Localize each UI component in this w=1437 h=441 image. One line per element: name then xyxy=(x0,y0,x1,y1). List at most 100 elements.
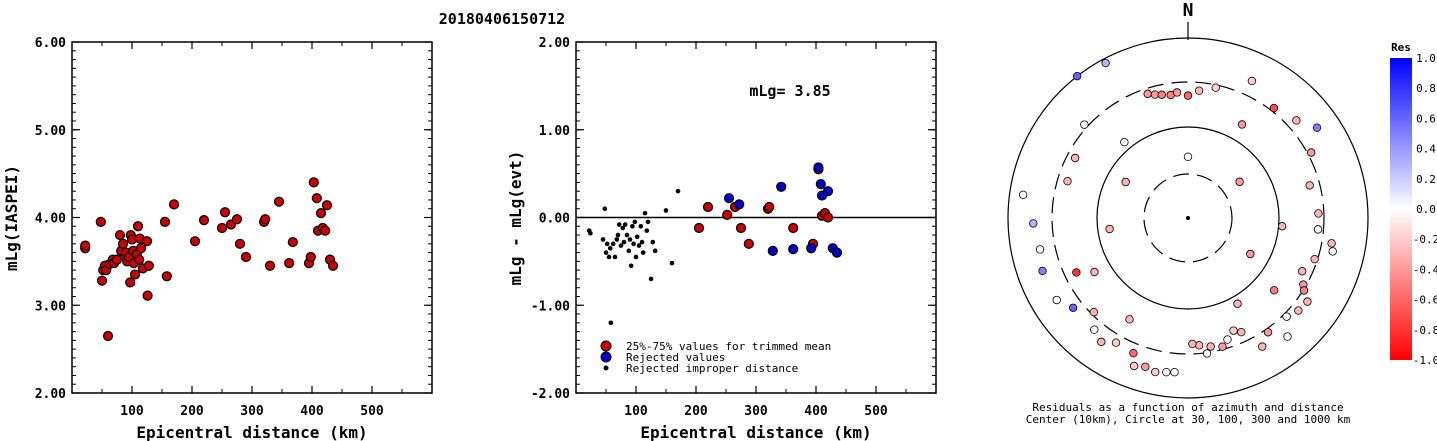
station-residual-point xyxy=(1090,325,1099,334)
station-residual-point xyxy=(1194,86,1204,95)
y-tick-label: 0.00 xyxy=(539,212,570,227)
data-point xyxy=(135,243,147,254)
y-tick-label: -2.00 xyxy=(531,387,570,402)
data-point xyxy=(132,221,144,232)
station-residual-point xyxy=(1105,224,1114,234)
station-residual-point xyxy=(1294,306,1303,315)
x-axis-label: Epicentral distance (km) xyxy=(640,423,871,441)
station-residual-point xyxy=(1312,123,1322,132)
station-residual-point xyxy=(1305,181,1314,190)
trimmed-mean-point xyxy=(693,222,705,234)
colorbar: Res 1.0 0.8 0.6 0.4 0.2 0.0 -0.2 -0.4 -0.6 -0.8 -1… xyxy=(1390,41,1437,367)
rejected-distance-point xyxy=(642,210,648,216)
rejected-distance-point xyxy=(650,239,656,245)
caption: Residuals as a function of azimuth and d… xyxy=(1032,401,1343,414)
y-tick-label: 2.00 xyxy=(35,387,66,402)
data-point xyxy=(143,260,154,271)
ring-1000km xyxy=(1007,37,1369,399)
colorbar-tick-label: 0.2 xyxy=(1416,173,1436,186)
station-residual-point xyxy=(1283,332,1292,341)
data-point xyxy=(216,222,228,234)
colorbar-tick-label: -1.0 xyxy=(1413,354,1437,367)
station-residual-point xyxy=(1151,367,1160,377)
rejected-distance-point xyxy=(663,208,669,213)
legend-marker xyxy=(603,365,609,371)
x-tick-label: 500 xyxy=(360,404,384,419)
station-residual-point xyxy=(1269,103,1279,113)
station-residual-point xyxy=(1223,335,1232,344)
station-residual-point xyxy=(1068,303,1078,312)
colorbar-tick-label: -0.4 xyxy=(1413,263,1437,276)
y-axis-label: mLg - mLg(evt) xyxy=(506,151,525,286)
data-point xyxy=(234,238,246,249)
y-axis-label: mLg(IASPEI) xyxy=(2,165,21,271)
station-residual-point xyxy=(1129,348,1138,358)
data-point xyxy=(264,260,276,271)
data-point xyxy=(260,214,271,225)
caption-2: Center (10km), Circle at 30, 100, 300 an… xyxy=(1026,413,1351,426)
data-point xyxy=(273,196,285,207)
rejected-distance-point xyxy=(634,234,640,240)
data-point xyxy=(327,260,339,271)
colorbar-gradient xyxy=(1390,58,1412,360)
rejected-distance-point xyxy=(622,222,628,227)
ring-30km xyxy=(1143,173,1233,263)
x-tick-label: 400 xyxy=(300,404,324,419)
colorbar-tick-label: 0.4 xyxy=(1416,143,1436,156)
colorbar-tick-label: -0.6 xyxy=(1413,294,1437,307)
trimmed-mean-point xyxy=(743,238,754,249)
rejected-distance-point xyxy=(626,248,632,254)
y-tick-label: 2.00 xyxy=(539,36,570,51)
rejected-distance-point xyxy=(608,320,614,326)
data-point xyxy=(219,207,231,218)
colorbar-tick-label: 0.8 xyxy=(1416,82,1436,95)
y-tick-label: 4.00 xyxy=(35,212,66,227)
rejected-point xyxy=(815,179,826,190)
station-residual-point xyxy=(1202,349,1212,358)
colorbar-tick-label: 0.6 xyxy=(1416,112,1436,125)
data-point xyxy=(287,236,298,248)
data-point xyxy=(129,269,141,280)
rejected-distance-point xyxy=(588,230,593,236)
data-point xyxy=(189,236,201,247)
rejected-distance-point xyxy=(633,254,639,260)
rejected-distance-point xyxy=(620,225,626,231)
station-residual-point xyxy=(1237,327,1246,337)
data-point xyxy=(321,200,333,211)
station-residual-point xyxy=(1310,254,1319,264)
rejected-point xyxy=(767,245,778,256)
colorbar-tick-label: -0.8 xyxy=(1413,324,1437,337)
ring-100km xyxy=(1096,126,1280,310)
rejected-distance-point xyxy=(624,232,630,238)
figure-title: 20180406150712 xyxy=(439,10,565,28)
station-residual-point xyxy=(1233,299,1242,308)
x-tick-label: 300 xyxy=(240,404,264,419)
data-point xyxy=(311,193,322,204)
station-residual-point xyxy=(1111,338,1121,347)
rejected-distance-point xyxy=(610,241,616,247)
station-residual-point xyxy=(1328,247,1337,256)
rejected-point xyxy=(723,193,735,204)
x-tick-label: 500 xyxy=(864,404,888,419)
y-tick-label: 3.00 xyxy=(35,299,66,314)
station-residual-point xyxy=(1052,295,1061,305)
station-residual-point xyxy=(1247,76,1257,86)
station-residual-point xyxy=(1206,342,1215,351)
rejected-distance-point xyxy=(639,239,645,245)
station-residual-point xyxy=(1229,326,1238,335)
rejected-distance-point xyxy=(631,241,636,247)
station-residual-point xyxy=(1143,89,1152,99)
residual-panel: 100 200 300 400 500 -2.00 -1.00 0.00 1.00 2.00 mL… xyxy=(506,36,937,441)
rejected-distance-point xyxy=(630,223,635,229)
legend-marker xyxy=(600,351,612,363)
y-tick-label: 6.00 xyxy=(35,36,66,51)
data-point xyxy=(168,199,180,210)
x-tick-label: 400 xyxy=(804,404,828,419)
data-point xyxy=(161,271,172,282)
trimmed-mean-point xyxy=(722,209,733,220)
rejected-point xyxy=(776,181,787,192)
station-residual-point xyxy=(1038,266,1047,276)
data-point xyxy=(96,275,108,286)
station-residual-point xyxy=(1090,267,1099,277)
station-residual-point xyxy=(1235,177,1244,187)
